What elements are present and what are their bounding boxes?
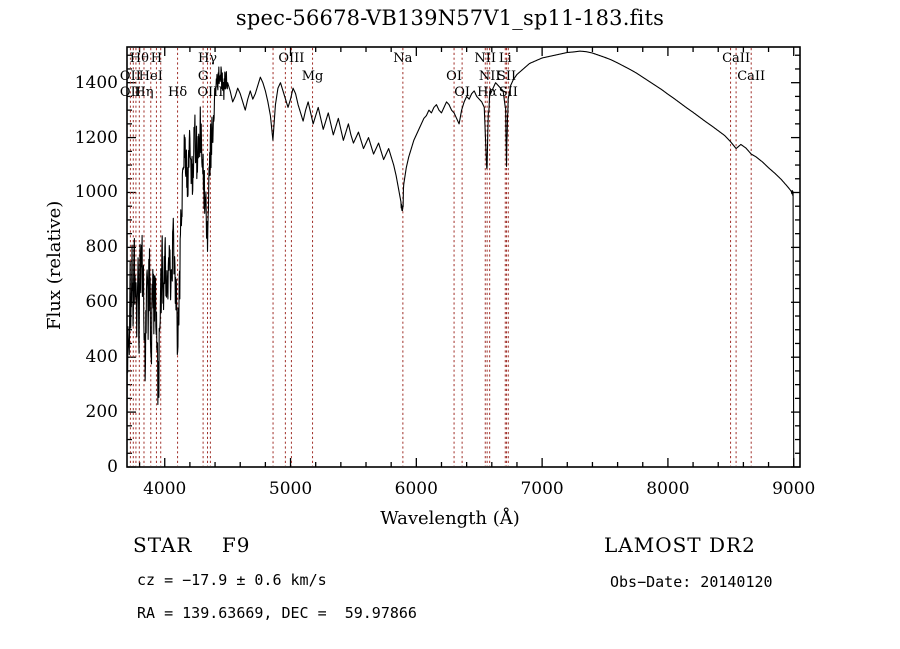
x-tick-label: 7000 [520, 479, 564, 499]
spectral-line-label: G [197, 69, 209, 84]
y-tick-label: 1400 [74, 72, 118, 93]
spectral-line-label: Hθ [129, 51, 149, 66]
spectral-line-label: Hα [477, 85, 498, 100]
spectral-line-label: NII [478, 69, 501, 84]
y-tick-label: 200 [85, 402, 118, 423]
survey-name: LAMOST DR2 [604, 533, 756, 557]
y-tick-label: 600 [85, 292, 118, 313]
coordinates-line: RA = 139.63669, DEC = 59.97866 [137, 604, 417, 622]
x-tick-label: 8000 [646, 479, 690, 499]
spectral-line-label: Na [393, 51, 413, 66]
spectral-line-label: Hη [134, 85, 154, 100]
x-tick-label: 5000 [268, 479, 313, 499]
y-tick-label: 400 [85, 347, 118, 368]
spectral-line-label: OII [119, 85, 141, 100]
spectral-line-label: Hδ [167, 85, 188, 100]
spectral-line-markers [129, 48, 752, 466]
spectral-line-label: OII [119, 69, 141, 84]
y-tick-label: 0 [107, 457, 118, 477]
spectral-line-label: Mg [301, 69, 324, 84]
spectral-line-label: OIII [197, 85, 224, 100]
spectral-line-label: SII [496, 69, 517, 84]
spectral-line-label: NII [474, 51, 497, 66]
x-axis-title: Wavelength (Å) [380, 508, 520, 529]
y-axis-title: Flux (relative) [44, 200, 65, 330]
axis-ticks [127, 47, 800, 468]
object-class-line: STAR F9 [133, 533, 251, 557]
spectral-line-label: OIII [278, 51, 305, 66]
spectral-line-label: OI [446, 69, 462, 84]
plot-frame [126, 46, 801, 468]
x-tick-label: 6000 [394, 479, 438, 499]
spectral-line-label: H [150, 51, 163, 66]
spectral-line-label: CaII [722, 51, 751, 66]
obs-date-line: Obs−Date: 20140120 [610, 573, 773, 591]
spectral-line-label: OI [454, 85, 471, 100]
y-tick-label: 1000 [74, 182, 118, 203]
spectral-line-label: SII [498, 85, 518, 100]
spectrum-trace [126, 50, 795, 468]
y-tick-label: 800 [85, 237, 118, 258]
page-title: spec-56678-VB139N57V1_sp11-183.fits [235, 6, 665, 30]
spectral-line-label: CaII [737, 69, 766, 84]
spectral-line-label: HeI [138, 69, 163, 84]
x-tick-label: 9000 [772, 479, 816, 499]
radial-velocity-line: cz = −17.9 ± 0.6 km/s [137, 571, 327, 589]
spectral-line-label: Hγ [197, 51, 218, 66]
spectral-line-label: Li [498, 51, 512, 66]
x-tick-label: 4000 [143, 479, 187, 499]
y-tick-label: 1200 [74, 127, 118, 148]
